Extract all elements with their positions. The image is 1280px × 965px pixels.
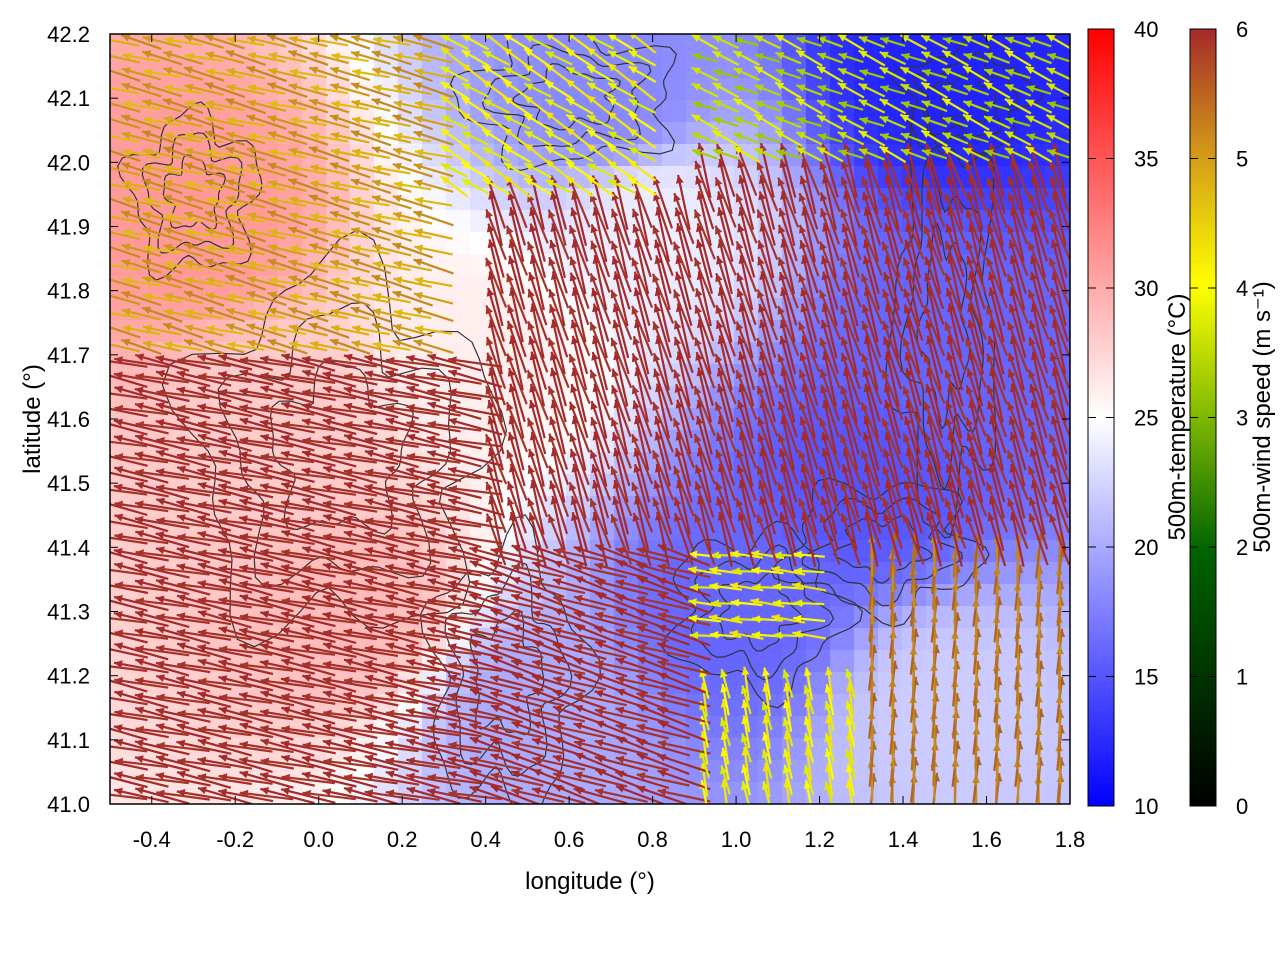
- temperature-cell: [1022, 782, 1047, 805]
- temperature-cell: [758, 540, 783, 563]
- temperature-cell: [446, 232, 471, 255]
- wind-vector-head: [94, 661, 103, 669]
- temperature-cell: [638, 56, 663, 79]
- temperature-cell: [422, 276, 447, 299]
- temperature-cell: [782, 628, 807, 651]
- temperature-cell: [830, 650, 855, 673]
- temperature-cell: [1022, 606, 1047, 629]
- temperature-cell: [638, 34, 663, 57]
- wind-vector-head: [93, 580, 102, 588]
- temperature-cell: [662, 166, 687, 189]
- temperature-cell: [686, 78, 711, 101]
- wind-vector-head: [93, 595, 102, 603]
- temperature-cell: [830, 606, 855, 629]
- wind-vector-head: [93, 467, 102, 475]
- temperature-cell: [662, 34, 687, 57]
- wind-vector-head: [93, 451, 102, 459]
- temperature-cell: [758, 672, 783, 695]
- wind-vector-head: [94, 614, 103, 622]
- wind-vector-head: [102, 309, 111, 317]
- wind-vector-head: [94, 790, 103, 798]
- wind-vector-head: [94, 485, 103, 493]
- temperature-cell: [1022, 716, 1047, 739]
- temperature-cell: [470, 144, 495, 167]
- temperature-cell: [782, 650, 807, 673]
- temperature-cell: [734, 650, 759, 673]
- temperature-cell: [470, 56, 495, 79]
- temperature-cell: [446, 276, 471, 299]
- temperature-cell: [1022, 672, 1047, 695]
- wind-vector-head: [94, 356, 103, 364]
- temperature-cell: [566, 232, 591, 255]
- wind-vector-head: [102, 181, 111, 189]
- wind-vector-head: [101, 340, 110, 348]
- temperature-cell: [686, 628, 711, 651]
- temperature-cell: [662, 474, 687, 497]
- wind-vector-head: [101, 292, 110, 300]
- wind-vector-head: [101, 275, 110, 283]
- temperature-cell: [638, 122, 663, 145]
- wind-vector-head: [93, 418, 102, 426]
- temperature-cell: [926, 672, 951, 695]
- plot-area: [93, 28, 1073, 823]
- wind-vector-head: [94, 565, 103, 573]
- temperature-cell: [662, 100, 687, 123]
- temperature-cell: [566, 408, 591, 431]
- temperature-cell: [446, 210, 471, 233]
- temperature-cell: [758, 650, 783, 673]
- temperature-cell: [422, 254, 447, 277]
- temperature-cell: [446, 298, 471, 321]
- wind-vector-head: [94, 742, 103, 750]
- temperature-cell: [926, 628, 951, 651]
- temperature-cell: [1022, 628, 1047, 651]
- temperature-cell: [206, 78, 231, 101]
- temperature-cell: [926, 694, 951, 717]
- wind-vector-head: [93, 516, 102, 524]
- temperature-cell: [926, 606, 951, 629]
- temperature-cell: [758, 782, 783, 805]
- temperature-cell: [1022, 694, 1047, 717]
- wind-vector-head: [93, 644, 102, 652]
- wind-vector-head: [101, 228, 110, 236]
- temperature-cell: [470, 518, 495, 541]
- wind-vector-head: [102, 261, 111, 269]
- temperature-cell: [926, 650, 951, 673]
- wind-vector-head: [101, 164, 110, 172]
- wind-vector-head: [93, 403, 102, 411]
- temperature-cell: [662, 144, 687, 167]
- temperature-cell: [854, 782, 879, 805]
- wind-vector-head: [94, 722, 103, 730]
- wind-vector-head: [93, 693, 102, 701]
- wind-vector-head: [101, 323, 110, 331]
- wind-vector-head: [93, 756, 102, 764]
- temperature-cell: [854, 672, 879, 695]
- wind-vector-head: [94, 437, 103, 445]
- wind-vector-head: [102, 213, 111, 221]
- wind-vector-head: [93, 627, 102, 635]
- wind-vector-head: [94, 674, 103, 682]
- temperature-cell: [350, 254, 375, 277]
- wind-vector-head: [100, 194, 109, 201]
- temperature-cell: [854, 716, 879, 739]
- wind-vector-head: [93, 533, 102, 541]
- temperature-cell: [926, 782, 951, 805]
- wind-vector-head: [94, 498, 103, 506]
- wind-vector-head: [93, 771, 102, 779]
- temperature-cell: [638, 144, 663, 167]
- temperature-cell: [926, 430, 951, 453]
- temperature-cell: [1022, 650, 1047, 673]
- wind-vector-head: [93, 709, 102, 717]
- temperature-cell: [926, 716, 951, 739]
- wind-vector-head: [101, 243, 110, 250]
- wind-vector-head: [94, 546, 103, 554]
- wind-vector-head: [94, 388, 103, 396]
- temperature-cell: [854, 78, 879, 101]
- wind-vector-head: [94, 370, 103, 378]
